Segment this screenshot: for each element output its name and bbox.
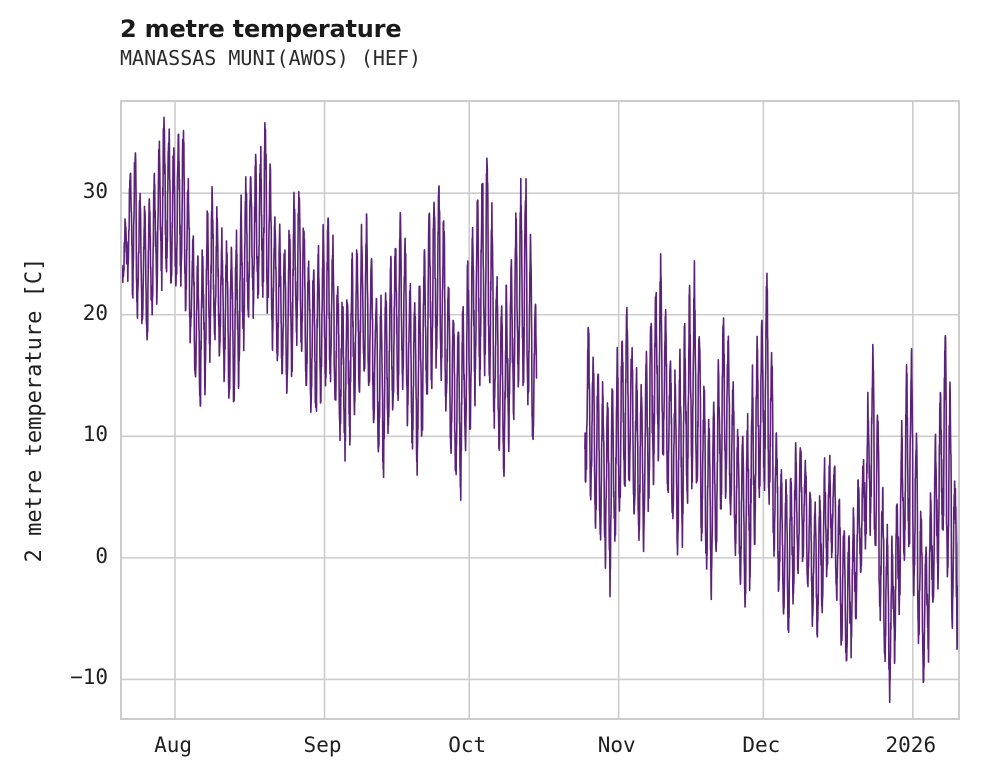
x-tick-label: Oct — [448, 733, 487, 757]
title-block: 2 metre temperature MANASSAS MUNI(AWOS) … — [120, 14, 960, 72]
gridlines — [122, 102, 958, 718]
y-tick-label: 30 — [82, 179, 108, 204]
x-tick-label: 2026 — [885, 733, 937, 757]
page-title: 2 metre temperature — [120, 15, 402, 43]
x-tick-label: Dec — [742, 733, 781, 757]
series-path — [122, 116, 538, 501]
series-path — [584, 253, 958, 704]
x-tick-label: Aug — [154, 733, 192, 757]
timeseries-plot — [122, 102, 958, 718]
y-tick-label: −10 — [70, 665, 108, 690]
y-tick-label: 0 — [95, 543, 108, 568]
y-tick-label: 20 — [82, 300, 108, 325]
plot-area — [120, 100, 960, 720]
temperature-series — [122, 116, 958, 704]
y-tick-label: 10 — [82, 422, 108, 447]
x-tick-label: Nov — [597, 733, 636, 757]
chart-subtitle: MANASSAS MUNI(AWOS) (HEF) — [120, 46, 422, 70]
x-tick-label: Sep — [303, 733, 342, 757]
y-axis-tick-labels: −10 0 10 20 30 — [0, 0, 108, 782]
